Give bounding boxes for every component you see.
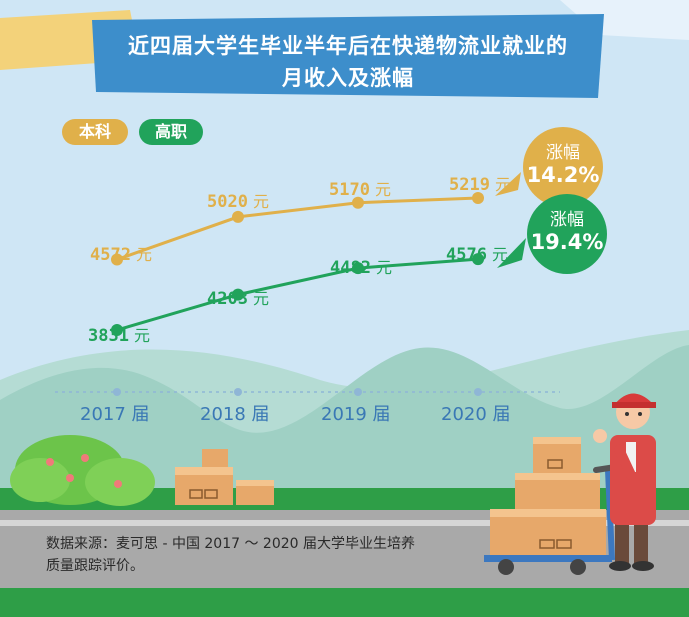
gaozhi-value-label: 4203 元: [207, 289, 269, 309]
benke-value-label: 5219 元: [449, 175, 511, 195]
gaozhi-series-line: [116, 257, 479, 332]
chart-title: 近四届大学生毕业半年后在快递物流业就业的 月收入及涨幅: [92, 18, 604, 96]
legend-gaozhi: 高职: [139, 119, 203, 145]
front-hill: [0, 345, 689, 500]
parcel-boxes-icon: [175, 449, 274, 505]
title-line-2: 月收入及涨幅: [282, 66, 414, 90]
benke-growth-value: 14.2%: [526, 163, 600, 187]
x-axis-tick: [113, 388, 121, 396]
benke-series-line: [116, 196, 479, 261]
benke-data-point: [472, 192, 484, 204]
gaozhi-growth-text: 涨幅 19.4%: [527, 205, 607, 254]
gaozhi-data-point: [352, 262, 364, 275]
benke-growth-bubble: [495, 127, 603, 207]
footnote-line-1: 数据来源：麦可思 - 中国 2017 ～ 2020 届大学毕业生培养: [46, 536, 416, 552]
line-chart: [111, 192, 484, 336]
gaozhi-value-label: 3831 元: [88, 326, 150, 346]
bottom-grass: [0, 588, 689, 617]
benke-data-point: [352, 196, 364, 209]
x-tick-label: 2019 届: [321, 404, 391, 425]
gaozhi-value-label: 4482 元: [330, 258, 392, 278]
bush-icon: [10, 435, 155, 506]
x-axis-ticks: [113, 388, 482, 396]
benke-growth-label: 涨幅: [546, 143, 580, 163]
benke-value-label: 5170 元: [329, 180, 391, 200]
courier-person-icon: [593, 393, 656, 571]
title-line-1: 近四届大学生毕业半年后在快递物流业就业的: [128, 34, 568, 58]
courier-cart-icon: [484, 437, 625, 575]
x-axis-tick: [234, 388, 242, 396]
benke-growth-text: 涨幅 14.2%: [523, 138, 603, 187]
footnote-line-2: 质量跟踪评价。: [46, 558, 144, 574]
gaozhi-value-label: 4576 元: [446, 245, 508, 265]
gaozhi-data-point: [472, 253, 484, 266]
title-banner: [0, 0, 689, 98]
x-axis-tick: [354, 388, 362, 396]
gaozhi-growth-value: 19.4%: [530, 230, 604, 254]
x-tick-label: 2018 届: [200, 404, 270, 425]
source-footnote: 数据来源：麦可思 - 中国 2017 ～ 2020 届大学毕业生培养 质量跟踪评…: [46, 533, 486, 577]
legend-benke: 本科: [62, 119, 128, 145]
benke-value-label: 5020 元: [207, 192, 269, 212]
gaozhi-data-point: [232, 288, 244, 301]
gaozhi-growth-label: 涨幅: [550, 210, 584, 230]
benke-data-point: [111, 253, 123, 266]
gaozhi-data-point: [111, 324, 123, 336]
x-tick-label: 2017 届: [80, 404, 150, 425]
benke-value-label: 4572 元: [90, 245, 152, 265]
benke-data-point: [232, 210, 244, 223]
x-axis-tick: [474, 388, 482, 396]
gaozhi-growth-bubble: [497, 194, 607, 274]
x-tick-label: 2020 届: [441, 404, 511, 425]
